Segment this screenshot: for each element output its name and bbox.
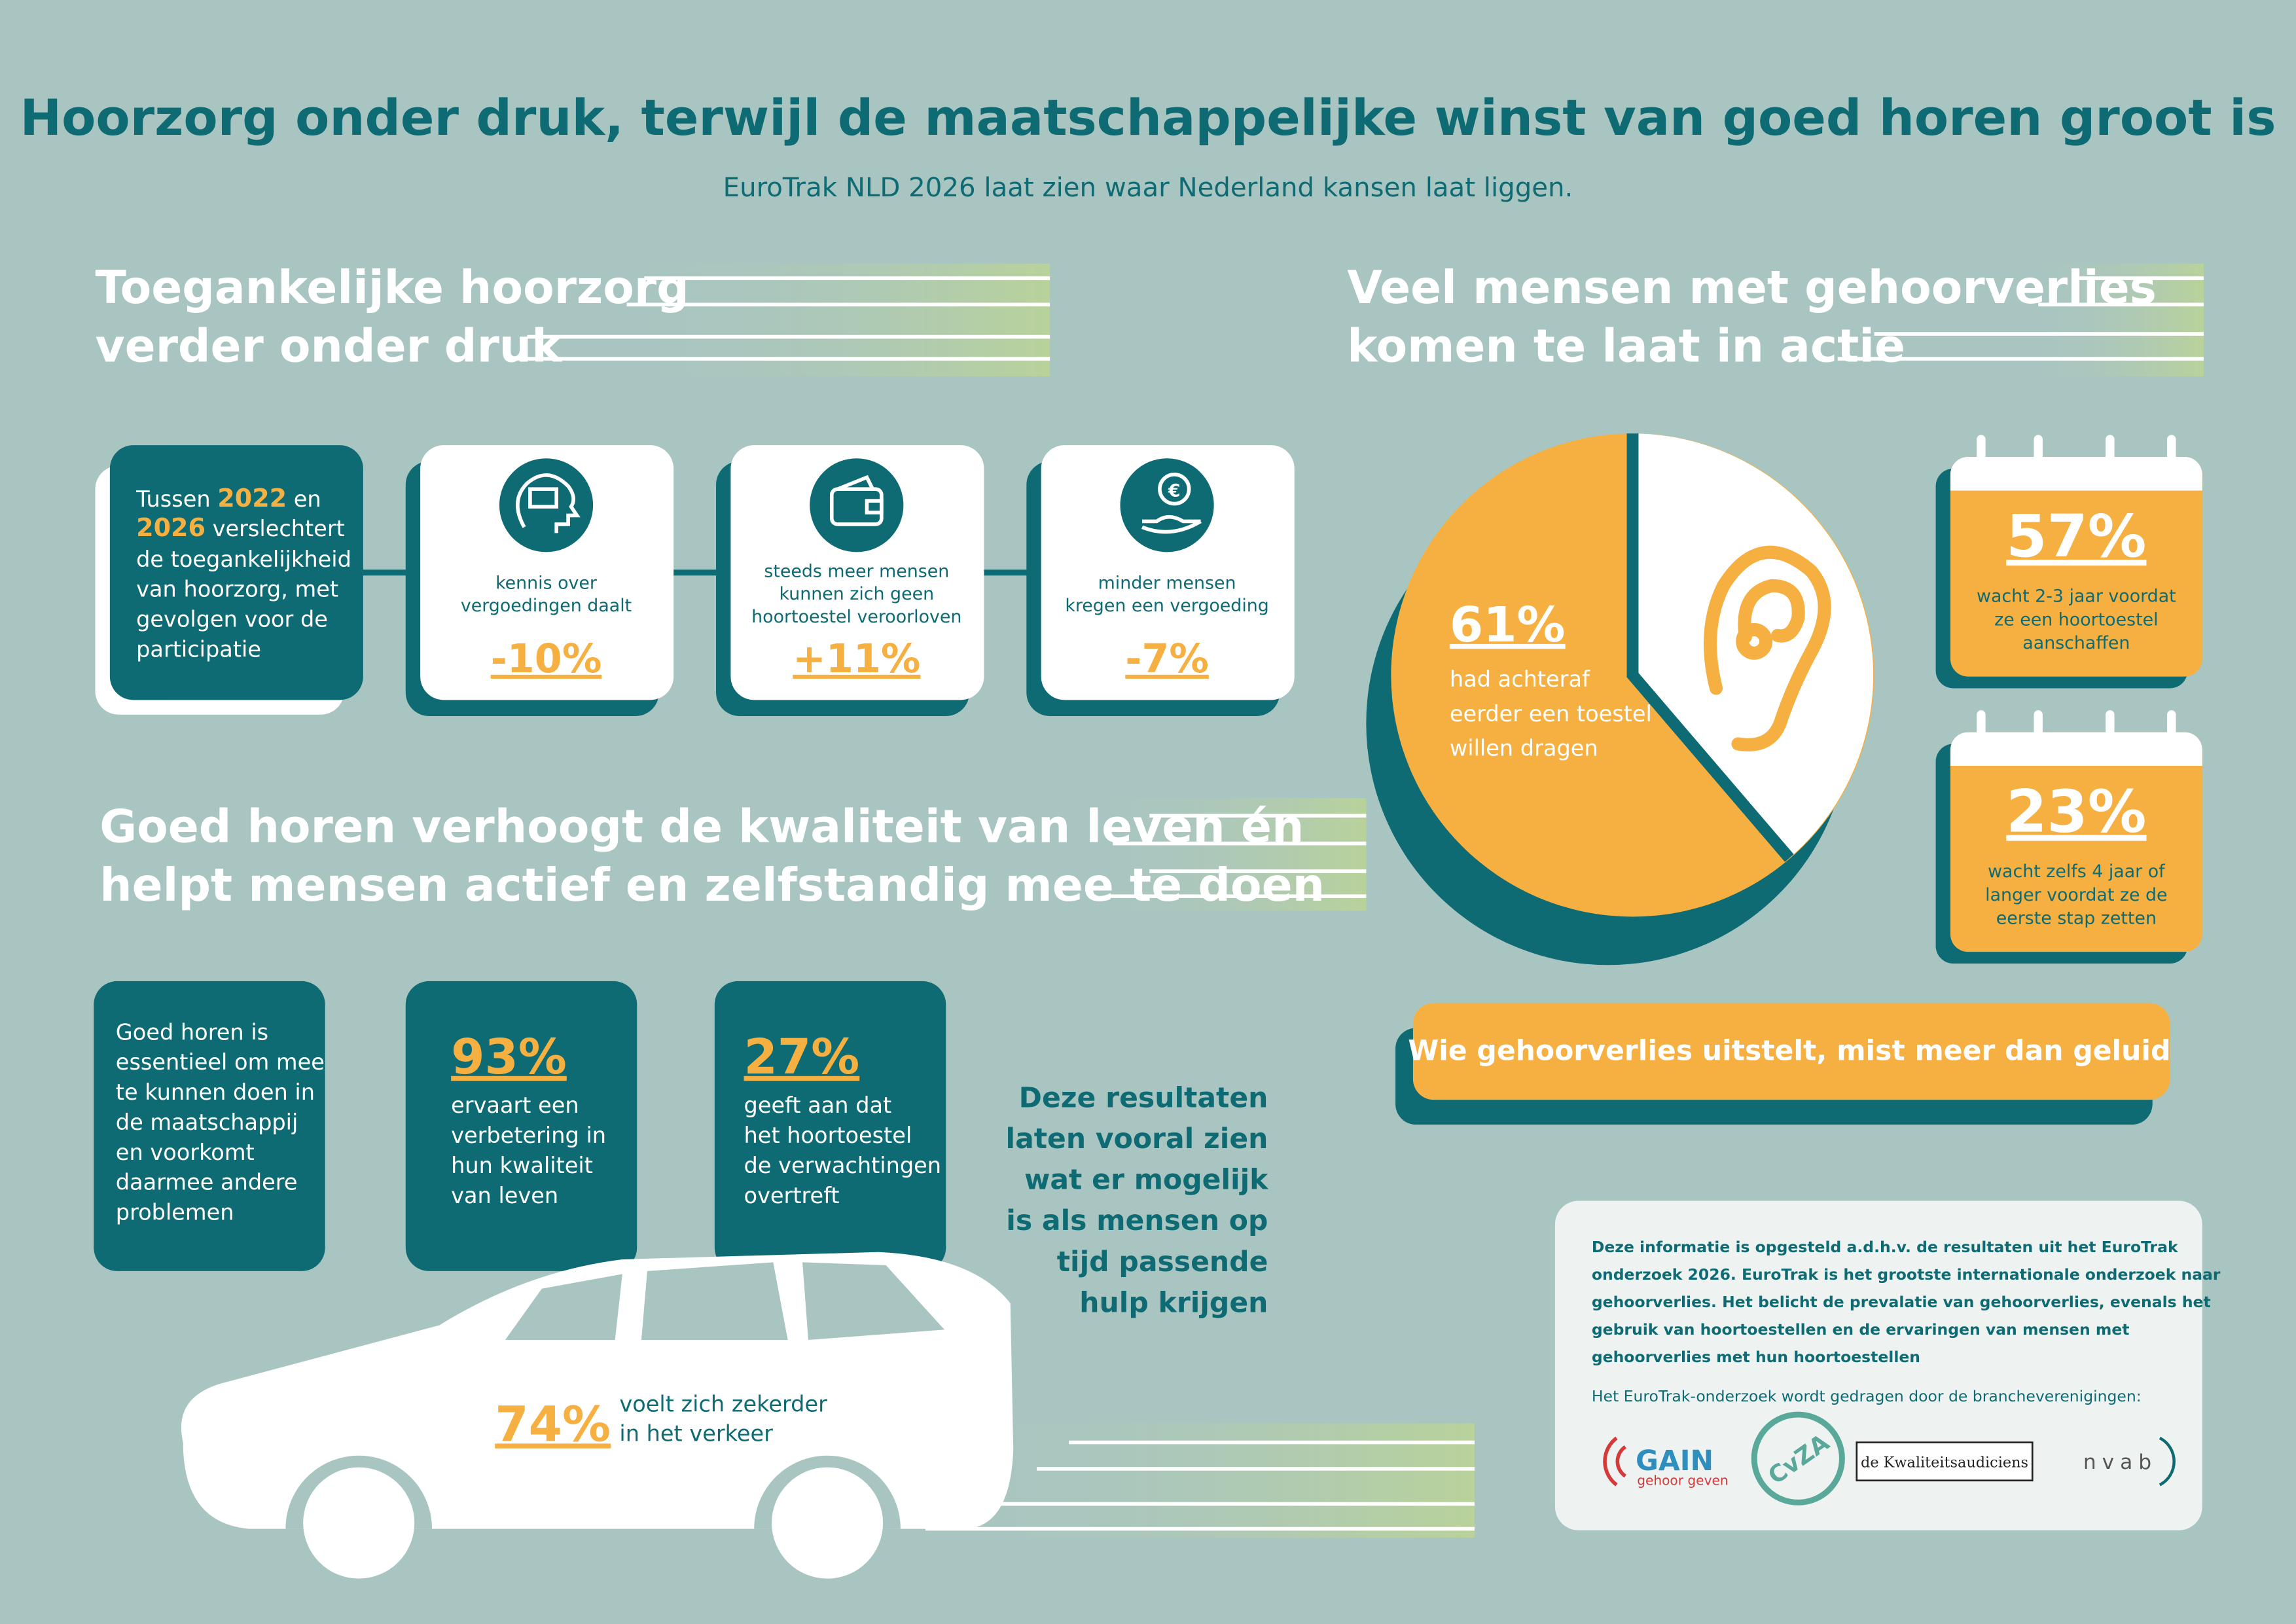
text-line: van hoorzorg, met xyxy=(136,577,338,602)
text-line: verbetering in xyxy=(451,1123,606,1148)
conclusion-line: Deze resultaten xyxy=(1019,1082,1268,1114)
section-heading: Toegankelijke hoorzorg xyxy=(95,262,689,314)
section-heading: Veel mensen met gehoorverlies xyxy=(1347,262,2157,314)
title: Hoorzorg onder druk, terwijl de maatscha… xyxy=(20,88,2276,147)
text-line: wacht 2-3 jaar voordat xyxy=(1977,586,2176,606)
subtitle: EuroTrak NLD 2026 laat zien waar Nederla… xyxy=(723,173,1573,203)
text-line: de verwachtingen xyxy=(744,1153,942,1178)
text-line: Goed horen is xyxy=(116,1019,268,1045)
highlight: 2022 xyxy=(217,484,287,513)
text-line: aanschaffen xyxy=(2022,633,2130,653)
svg-text:€: € xyxy=(1168,480,1181,501)
text-line: voelt zich zekerder xyxy=(619,1392,827,1417)
text-line: willen dragen xyxy=(1450,735,1598,761)
section-heading: Goed horen verhoogt de kwaliteit van lev… xyxy=(99,801,1304,853)
info-line: gebruik van hoortoestellen en de ervarin… xyxy=(1592,1320,2130,1339)
text-line: gevolgen voor de xyxy=(136,607,328,632)
info-line: Deze informatie is opgesteld a.d.h.v. de… xyxy=(1592,1238,2179,1256)
info-line: gehoorverlies met hun hoortoestellen xyxy=(1592,1348,1920,1366)
text-line: eerste stap zetten xyxy=(1996,909,2157,929)
text-run: verslechtert xyxy=(213,516,345,541)
section-heading: komen te laat in actie xyxy=(1347,321,1905,373)
logo-ka: de Kwaliteitsaudiciens xyxy=(1861,1454,2028,1471)
info-line: gehoorverlies. Het belicht de prevalatie… xyxy=(1592,1293,2211,1311)
text-line: de maatschappij xyxy=(116,1110,298,1135)
stat-value: -10% xyxy=(491,636,602,682)
text-line: van leven xyxy=(451,1183,558,1208)
text-line: kunnen zich geen xyxy=(779,584,934,604)
text-line: geeft aan dat xyxy=(744,1092,892,1118)
text-line: de toegankelijkheid xyxy=(136,547,351,572)
logo-nvab: nvab xyxy=(2083,1451,2157,1474)
text-line: ervaart een xyxy=(451,1092,579,1118)
logo-gain: GAIN xyxy=(1636,1445,1713,1477)
text-run: en xyxy=(294,486,321,512)
text-line: minder mensen xyxy=(1098,573,1236,593)
text-line: hoortoestel veroorloven xyxy=(751,607,961,627)
content: Toegankelijke hoorzorg verder onder druk V… xyxy=(95,262,2220,1490)
conclusion-line: wat er mogelijk xyxy=(1024,1164,1269,1197)
conclusion-line: hulp krijgen xyxy=(1079,1287,1268,1319)
text-line: en voorkomt xyxy=(116,1140,255,1165)
info-sponsors: Het EuroTrak-onderzoek wordt gedragen do… xyxy=(1592,1387,2142,1405)
text-line: kennis over xyxy=(495,573,598,593)
conclusion-line: is als mensen op xyxy=(1006,1205,1268,1237)
info-line: onderzoek 2026. EuroTrak is het grootste… xyxy=(1592,1265,2221,1284)
text-line: wacht zelfs 4 jaar of xyxy=(1988,861,2165,882)
text-line: participatie xyxy=(136,636,261,662)
text-line: in het verkeer xyxy=(619,1420,773,1446)
text-line: langer voordat ze de xyxy=(1985,885,2167,905)
decoration: € xyxy=(94,263,2204,1579)
banner-text: Wie gehoorverlies uitstelt, mist meer da… xyxy=(1408,1036,2170,1068)
stat-value: +11% xyxy=(793,636,920,682)
stat-value: 27% xyxy=(744,1029,860,1085)
text-line: hun kwaliteit xyxy=(451,1153,593,1178)
stat-value: 61% xyxy=(1450,597,1566,653)
stat-value: 57% xyxy=(2006,503,2146,571)
intro-line: 2026 verslechtert xyxy=(136,513,345,542)
highlight: 2026 xyxy=(136,513,206,542)
section-heading: verder onder druk xyxy=(95,321,563,373)
stat-value: 74% xyxy=(495,1396,611,1453)
text-line: had achteraf xyxy=(1450,666,1590,692)
stat-value: 93% xyxy=(451,1029,567,1085)
text-run: Tussen xyxy=(135,486,211,512)
conclusion-line: tijd passende xyxy=(1057,1246,1268,1278)
logo-gain-sub: gehoor geven xyxy=(1637,1472,1728,1488)
conclusion-line: laten vooral zien xyxy=(1006,1123,1268,1155)
text-line: ze een hoortoestel xyxy=(1994,609,2158,630)
text-line: daarmee andere xyxy=(116,1170,298,1195)
text-line: problemen xyxy=(116,1200,234,1225)
text-line: eerder een toestel xyxy=(1450,701,1652,727)
text-line: kregen een vergoeding xyxy=(1065,596,1269,616)
intro-line: Tussen 2022 en xyxy=(135,484,321,513)
text-line: steeds meer mensen xyxy=(764,561,949,581)
text-line: vergoedingen daalt xyxy=(461,596,632,616)
stat-value: -7% xyxy=(1125,636,1209,682)
text-line: essentieel om mee xyxy=(116,1049,325,1075)
text-line: overtreft xyxy=(744,1183,840,1208)
stat-value: 23% xyxy=(2006,778,2146,846)
section-heading: helpt mensen actief en zelfstandig mee t… xyxy=(99,859,1325,912)
text-line: het hoortoestel xyxy=(744,1123,912,1148)
text-line: te kunnen doen in xyxy=(116,1079,315,1105)
